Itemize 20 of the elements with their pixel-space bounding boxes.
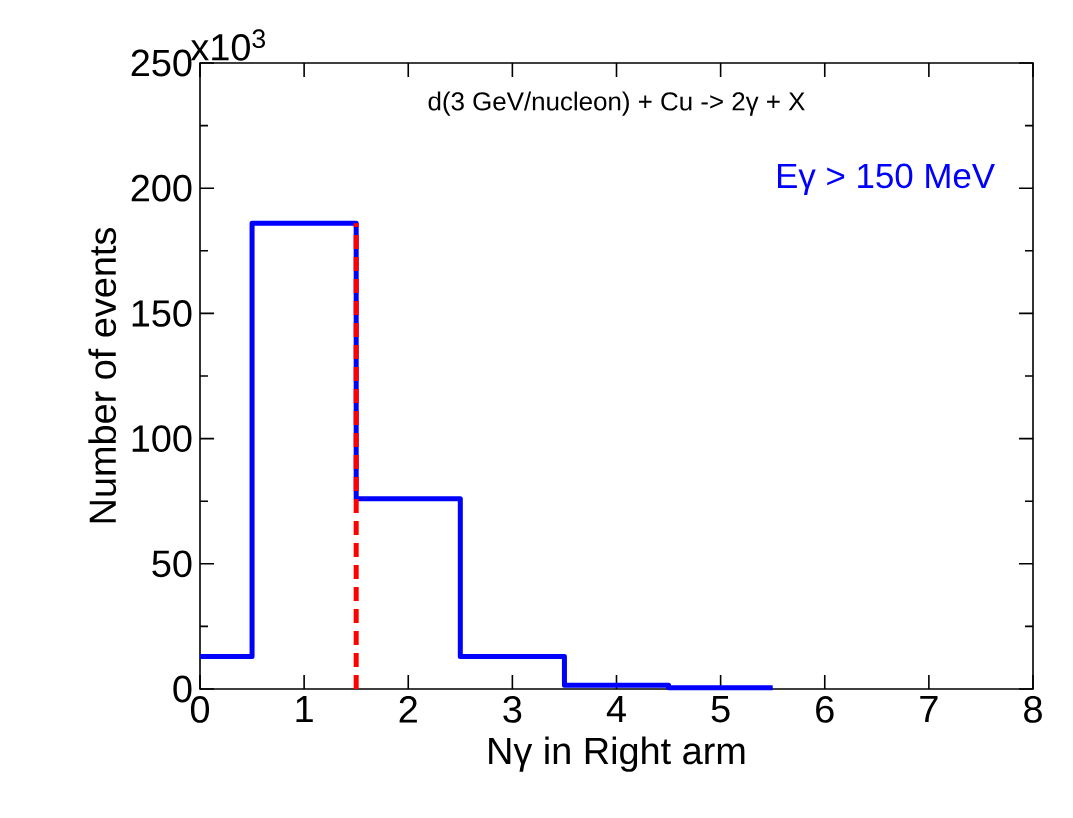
- y-tick-label: 50: [152, 550, 192, 578]
- x-tick-label: 4: [606, 696, 626, 723]
- x-tick-label: 2: [399, 696, 417, 723]
- y-tick-label: 100: [132, 425, 192, 453]
- y-tick-label: 250: [131, 49, 192, 77]
- x-tick-label: 0: [190, 696, 210, 723]
- x-tick-label: 5: [711, 696, 730, 723]
- x-axis-title: Nγ in Right arm: [489, 736, 745, 772]
- x-tick-label: 8: [1024, 696, 1042, 723]
- y-tick-label: 0: [173, 675, 192, 703]
- x-tick-label: 1: [296, 696, 313, 723]
- y-tick-label: 150: [132, 299, 192, 327]
- x-tick-label: 3: [503, 696, 522, 723]
- x-tick-label: 7: [920, 696, 938, 723]
- annotation: d(3 GeV/nucleon) + Cu -> 2γ + X: [428, 91, 805, 116]
- text: x10$^{3}$: [190, 29, 266, 61]
- x-tick-label: 6: [816, 696, 834, 723]
- y-axis-title: Number of events: [88, 228, 117, 523]
- y-tick-label: 200: [131, 174, 192, 202]
- annotation: Eγ > 150 MeV: [777, 163, 995, 196]
